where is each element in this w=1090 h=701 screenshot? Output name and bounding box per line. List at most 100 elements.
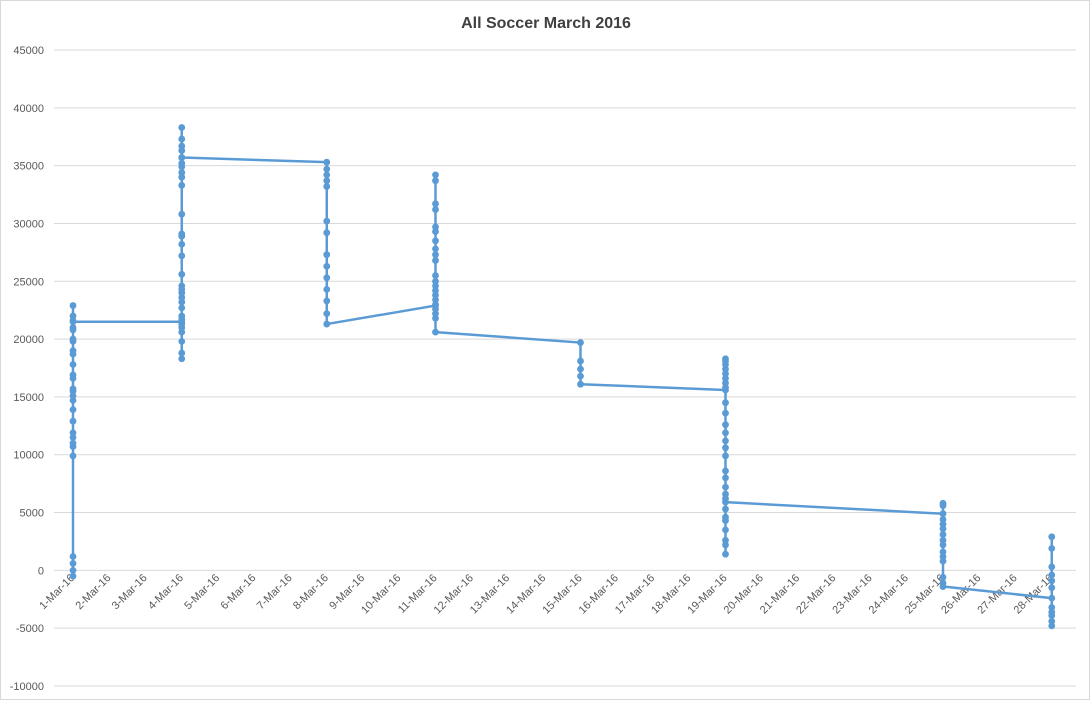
- data-point: [323, 251, 331, 259]
- data-point: [178, 349, 186, 357]
- data-point: [577, 365, 584, 373]
- data-point: [178, 240, 186, 248]
- data-point: [178, 159, 186, 167]
- data-point: [722, 355, 729, 363]
- data-point: [939, 583, 947, 590]
- data-point: [722, 505, 729, 513]
- data-point: [178, 304, 186, 312]
- data-point: [1048, 584, 1056, 592]
- data-point: [69, 302, 77, 309]
- data-point: [178, 282, 186, 290]
- data-point: [178, 312, 186, 320]
- data-point: [722, 498, 729, 506]
- data-point: [577, 357, 584, 365]
- data-point: [939, 531, 947, 538]
- x-tick-label: 10-Mar-16: [359, 572, 403, 616]
- data-point: [577, 339, 584, 346]
- data-point: [178, 154, 186, 161]
- x-tick-label: 7-Mar-16: [255, 572, 295, 612]
- data-point: [1048, 563, 1056, 571]
- data-point: [722, 483, 729, 491]
- data-point: [432, 223, 439, 231]
- data-point: [939, 499, 947, 507]
- data-point: [939, 557, 947, 565]
- data-point: [577, 380, 584, 388]
- x-tick-label: 6-Mar-16: [218, 572, 258, 612]
- data-point: [722, 474, 729, 482]
- data-point: [178, 142, 186, 150]
- y-tick-label: -5000: [16, 623, 44, 635]
- data-point: [432, 251, 439, 259]
- data-point: [432, 245, 439, 253]
- data-point: [69, 318, 77, 326]
- data-point: [722, 444, 729, 452]
- data-point: [323, 262, 331, 270]
- series-group: [69, 124, 1056, 630]
- data-point: [1048, 577, 1056, 585]
- data-point: [178, 270, 186, 278]
- data-point: [323, 158, 331, 166]
- data-point: [69, 324, 77, 331]
- data-point: [323, 165, 331, 173]
- data-point: [722, 541, 729, 549]
- data-point: [577, 372, 584, 380]
- data-point: [1048, 622, 1056, 630]
- chart-title: All Soccer March 2016: [461, 15, 631, 32]
- data-point: [323, 297, 331, 305]
- data-point: [178, 355, 186, 363]
- x-tick-label: 8-Mar-16: [291, 572, 331, 612]
- x-tick-label: 5-Mar-16: [182, 572, 222, 612]
- data-point: [432, 200, 439, 208]
- y-tick-label: 10000: [13, 450, 44, 462]
- data-point: [178, 210, 186, 218]
- data-point: [1048, 594, 1056, 602]
- data-point: [722, 421, 729, 429]
- data-point: [178, 124, 186, 131]
- data-point: [722, 429, 729, 437]
- data-point: [432, 177, 439, 185]
- data-point: [939, 541, 947, 549]
- data-point: [722, 452, 729, 460]
- data-point: [323, 320, 331, 328]
- x-tick-label: 2-Mar-16: [73, 572, 113, 612]
- data-point: [722, 399, 729, 407]
- x-tick-label: 4-Mar-16: [146, 572, 186, 612]
- data-point: [69, 312, 77, 320]
- y-tick-label: 40000: [13, 103, 44, 115]
- data-point: [69, 385, 77, 393]
- data-point: [69, 572, 77, 580]
- data-point: [323, 171, 331, 179]
- y-tick-label: 45000: [13, 45, 44, 57]
- data-point: [1048, 571, 1056, 579]
- y-tick-label: -10000: [10, 681, 44, 693]
- data-point: [323, 177, 331, 185]
- y-tick-label: 35000: [13, 161, 44, 173]
- data-point: [69, 335, 77, 343]
- data-point: [323, 217, 331, 225]
- data-point: [323, 310, 331, 318]
- y-tick-label: 20000: [13, 334, 44, 346]
- data-point: [69, 406, 77, 414]
- data-point: [722, 526, 729, 534]
- data-point: [323, 274, 331, 282]
- data-point: [722, 550, 729, 558]
- data-point: [1048, 544, 1056, 552]
- data-point: [178, 338, 186, 345]
- data-point: [69, 439, 77, 447]
- y-tick-label: 30000: [13, 218, 44, 230]
- data-point: [69, 553, 77, 560]
- data-point: [939, 510, 947, 518]
- data-point: [323, 183, 331, 190]
- data-point: [69, 452, 77, 460]
- data-point: [432, 257, 439, 264]
- y-tick-label: 25000: [13, 276, 44, 288]
- data-point: [69, 361, 77, 368]
- data-point: [69, 560, 77, 567]
- data-point: [722, 437, 729, 445]
- data-point: [178, 181, 186, 189]
- y-tick-label: 0: [38, 565, 44, 577]
- data-point: [323, 229, 331, 237]
- data-point: [178, 135, 186, 143]
- data-point: [1048, 533, 1056, 541]
